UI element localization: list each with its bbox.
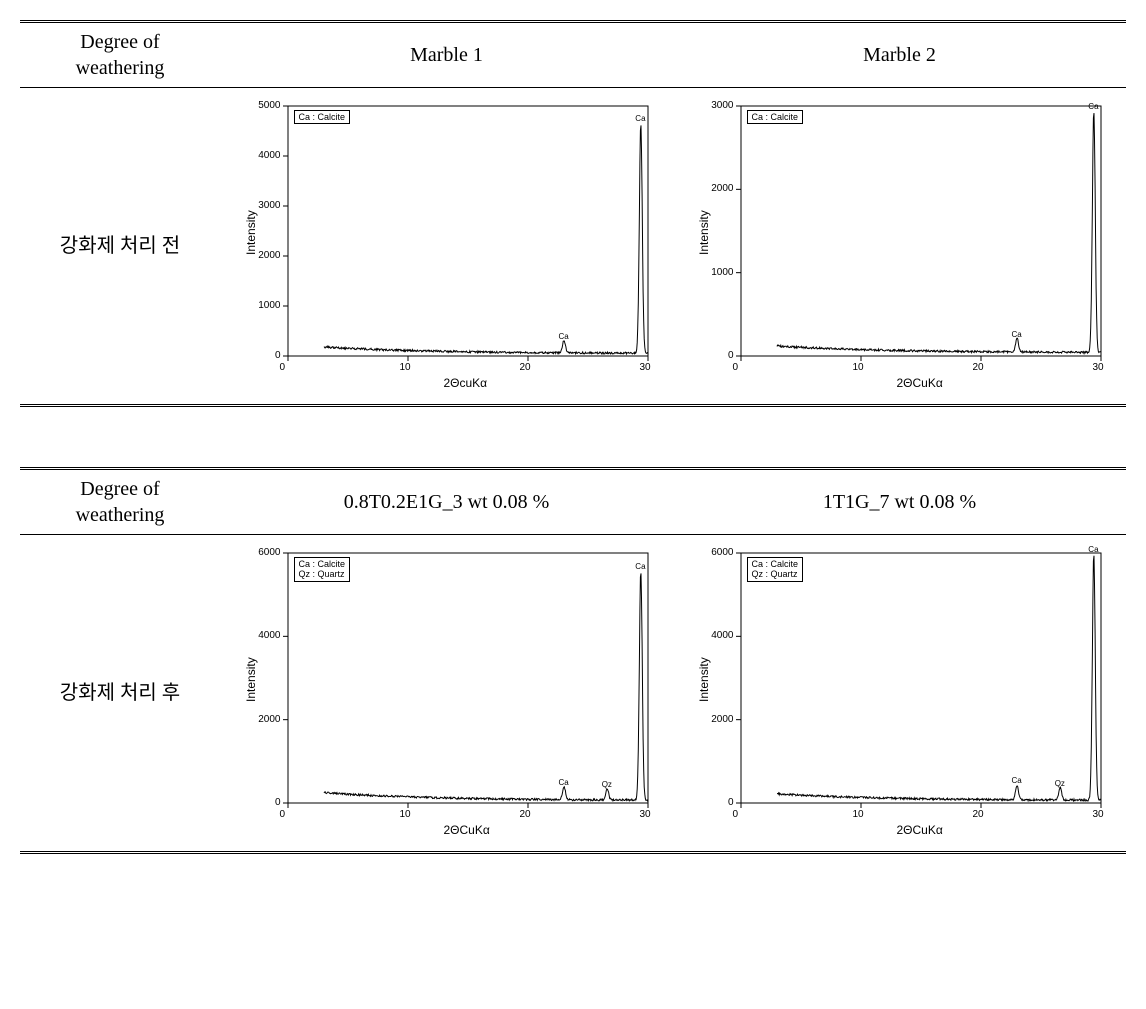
- table-wrap: Degree ofweathering 0.8T0.2E1G_3 wt 0.08…: [20, 467, 1126, 854]
- xrd-chart: 0102030010002000300040005000CaCaCa : Cal…: [232, 96, 662, 396]
- xrd-chart: 01020300100020003000CaCaCa : CalciteInte…: [685, 96, 1115, 396]
- chart-cell-0-0: 0102030010002000300040005000CaCaCa : Cal…: [220, 88, 673, 404]
- xrd-chart: 01020300200040006000CaQzCaCa : CalciteQz…: [685, 543, 1115, 843]
- chart-cell-1-1: 01020300200040006000CaQzCaCa : CalciteQz…: [673, 535, 1126, 851]
- table-wrap: Degree ofweathering Marble 1 Marble 2 강화…: [20, 20, 1126, 407]
- header-col1: Marble 1: [220, 36, 673, 74]
- row-label: 강화제 처리 전: [20, 231, 220, 261]
- row-label: 강화제 처리 후: [20, 678, 220, 708]
- section-after-treatment: Degree ofweathering 0.8T0.2E1G_3 wt 0.08…: [20, 467, 1126, 854]
- chart-cell-1-0: 01020300200040006000CaQzCaCa : CalciteQz…: [220, 535, 673, 851]
- header-col2: Marble 2: [673, 36, 1126, 74]
- header-row: Degree ofweathering 0.8T0.2E1G_3 wt 0.08…: [20, 470, 1126, 535]
- header-left: Degree ofweathering: [20, 470, 220, 534]
- body-row: 강화제 처리 후 01020300200040006000CaQzCaCa : …: [20, 535, 1126, 851]
- xrd-chart: 01020300200040006000CaQzCaCa : CalciteQz…: [232, 543, 662, 843]
- header-row: Degree ofweathering Marble 1 Marble 2: [20, 23, 1126, 88]
- header-col1: 0.8T0.2E1G_3 wt 0.08 %: [220, 483, 673, 521]
- chart-cell-0-1: 01020300100020003000CaCaCa : CalciteInte…: [673, 88, 1126, 404]
- header-left: Degree ofweathering: [20, 23, 220, 87]
- section-before-treatment: Degree ofweathering Marble 1 Marble 2 강화…: [20, 20, 1126, 407]
- header-col2: 1T1G_7 wt 0.08 %: [673, 483, 1126, 521]
- body-row: 강화제 처리 전 0102030010002000300040005000CaC…: [20, 88, 1126, 404]
